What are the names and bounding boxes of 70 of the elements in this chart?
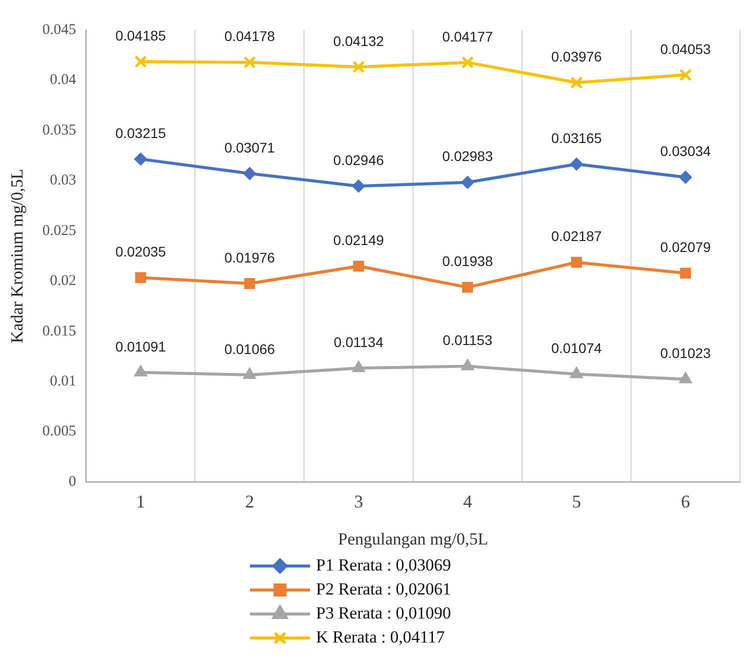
x-tick-label: 1 bbox=[136, 492, 146, 512]
point bbox=[244, 278, 256, 289]
y-tick-label: 0.005 bbox=[42, 424, 76, 440]
data-label: 0.03976 bbox=[551, 48, 602, 64]
y-tick-label: 0.035 bbox=[42, 122, 76, 138]
x-tick-label: 6 bbox=[681, 492, 690, 512]
data-label: 0.04053 bbox=[660, 40, 712, 57]
data-label: 0.02079 bbox=[660, 239, 712, 256]
point bbox=[243, 167, 256, 180]
point bbox=[135, 272, 146, 284]
point bbox=[352, 180, 366, 193]
data-label: 0.02946 bbox=[333, 152, 384, 168]
point bbox=[243, 56, 256, 69]
x-tick-label: 4 bbox=[463, 492, 472, 512]
data-label: 0.01976 bbox=[224, 249, 276, 266]
y-axis-title: Kadar Kromium mg/0,5L bbox=[8, 168, 27, 344]
point bbox=[461, 358, 474, 370]
y-tick-label: 0.045 bbox=[42, 22, 76, 38]
data-label: 0.03215 bbox=[115, 124, 166, 141]
y-tick-label: 0.03 bbox=[50, 172, 76, 189]
point bbox=[461, 56, 474, 69]
data-label: 0.03165 bbox=[551, 130, 602, 146]
legend-label: P1 Rerata : 0,03069 bbox=[316, 555, 452, 574]
data-label: 0.02187 bbox=[551, 228, 602, 244]
data-label: 0.01091 bbox=[115, 338, 166, 354]
legend-label: P2 Rerata : 0,02061 bbox=[316, 579, 452, 598]
point bbox=[352, 60, 365, 74]
data-label: 0.01134 bbox=[334, 334, 384, 350]
point bbox=[680, 268, 691, 279]
y-tick-label: 0 bbox=[68, 474, 76, 490]
data-label: 0.04185 bbox=[115, 28, 166, 44]
legend-label: K Rerata : 0,04117 bbox=[316, 627, 446, 646]
data-label: 0.02149 bbox=[333, 232, 384, 248]
y-tick-label: 0.02 bbox=[50, 273, 76, 290]
data-label: 0.02983 bbox=[442, 148, 494, 164]
point bbox=[571, 256, 582, 268]
point bbox=[243, 367, 256, 379]
point bbox=[679, 170, 692, 184]
data-label: 0.01074 bbox=[551, 340, 602, 356]
point bbox=[570, 76, 583, 89]
point bbox=[461, 176, 474, 189]
data-label: 0.01066 bbox=[224, 340, 276, 357]
point bbox=[134, 364, 148, 376]
point bbox=[353, 260, 364, 272]
y-tick-label: 0.025 bbox=[42, 222, 76, 239]
y-tick-label: 0.01 bbox=[50, 373, 76, 390]
point bbox=[678, 372, 692, 384]
x-axis-title: Pengulangan mg/0,5L bbox=[338, 529, 488, 548]
point bbox=[570, 366, 584, 378]
point bbox=[679, 68, 692, 82]
x-tick-label: 2 bbox=[245, 492, 254, 512]
data-label: 0.01023 bbox=[660, 345, 712, 362]
point bbox=[134, 152, 148, 166]
legend-label: P3 Rerata : 0,01090 bbox=[316, 603, 452, 622]
y-tick-label: 0.015 bbox=[42, 323, 76, 340]
data-label: 0.04177 bbox=[442, 28, 494, 44]
point bbox=[134, 55, 147, 68]
data-label: 0.02035 bbox=[115, 243, 166, 260]
point bbox=[570, 158, 584, 171]
x-tick-label: 5 bbox=[572, 492, 582, 512]
point bbox=[352, 360, 366, 372]
data-label: 0.04178 bbox=[224, 28, 276, 44]
data-label: 0.04132 bbox=[333, 32, 384, 49]
y-tick-label: 0.04 bbox=[50, 72, 77, 88]
data-label: 0.01938 bbox=[442, 253, 494, 270]
data-label: 0.03034 bbox=[660, 143, 712, 160]
point bbox=[462, 282, 474, 293]
data-label: 0.03071 bbox=[224, 139, 276, 156]
x-tick-label: 3 bbox=[354, 492, 364, 512]
data-label: 0.01153 bbox=[442, 332, 493, 348]
